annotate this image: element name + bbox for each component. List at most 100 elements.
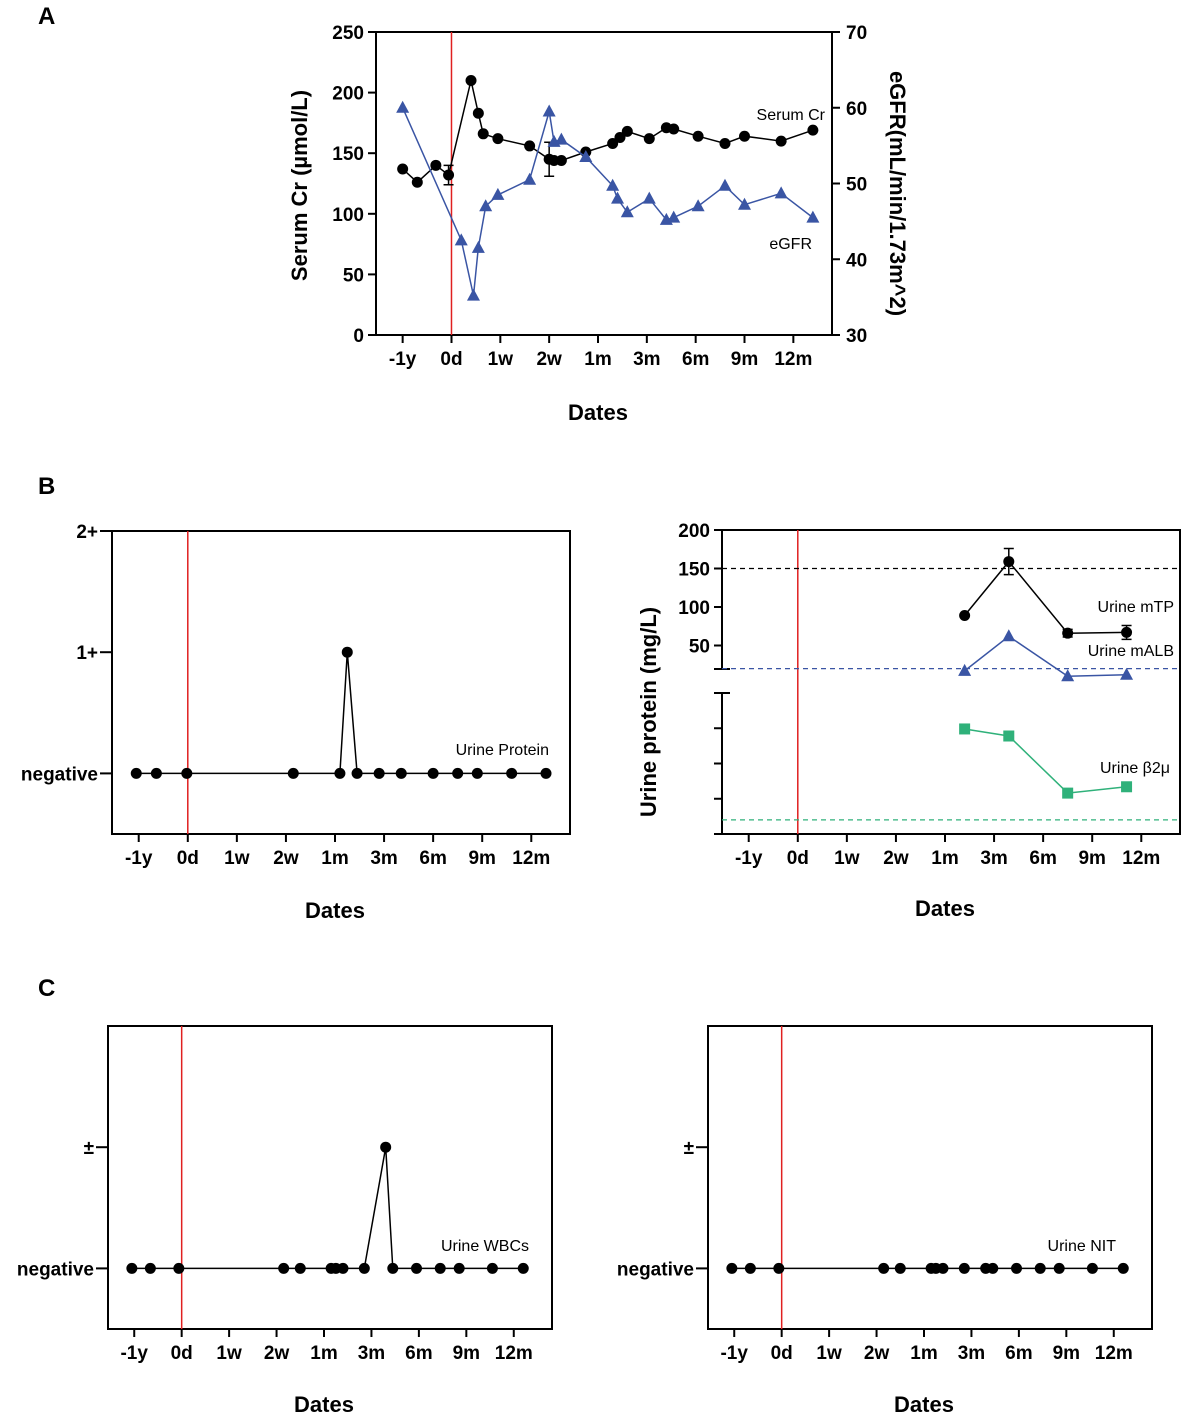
plot-frame xyxy=(721,529,1181,835)
data-point xyxy=(380,1141,392,1153)
data-point xyxy=(287,767,299,779)
y2-tick-label: 60 xyxy=(846,99,867,120)
series-line xyxy=(402,107,814,296)
data-point xyxy=(443,169,455,181)
data-point xyxy=(173,1262,185,1274)
x-tick-label: 12m xyxy=(774,349,812,370)
x-tick-label: 0d xyxy=(771,1343,793,1364)
x-tick-label: 0d xyxy=(787,848,809,869)
x-tick-label: 6m xyxy=(1005,1343,1032,1364)
plot-frame xyxy=(111,530,571,835)
data-point xyxy=(959,609,971,621)
data-point xyxy=(523,172,537,185)
x-tick-label: 1w xyxy=(488,349,514,370)
data-point xyxy=(579,149,593,162)
y-tick-label: ± xyxy=(684,1138,694,1159)
x-tick-label: 9m xyxy=(731,349,758,370)
data-point xyxy=(466,288,480,301)
x-tick-label: 12m xyxy=(495,1343,533,1364)
series-label-urine-mtp: Urine mTP xyxy=(1098,599,1174,616)
data-point xyxy=(278,1262,290,1274)
y-tick-label: 150 xyxy=(332,144,364,165)
data-point xyxy=(387,1262,399,1274)
y-tick-label: negative xyxy=(21,764,98,785)
data-point xyxy=(453,1262,465,1274)
series-label-egfr: eGFR xyxy=(769,236,812,253)
data-point xyxy=(1120,667,1134,680)
y-tick-label: 100 xyxy=(332,205,364,226)
data-point xyxy=(1003,730,1015,742)
chart-urine-protein-qualitative: negative 1+ 2+ -1y 0d 1w 2w 1m 3m 6m 9m 12m Dates Uri… xyxy=(21,522,571,923)
x-axis-title: Dates xyxy=(915,896,975,921)
data-point xyxy=(144,1262,156,1274)
panel-label-b: B xyxy=(38,473,55,500)
x-tick-label: 0d xyxy=(171,1343,193,1364)
data-point xyxy=(1062,627,1074,639)
chart-urine-protein-quantitative: 50 100 150 200 Urine protein (mg/L) -1y 0d 1w 2w… xyxy=(636,521,1181,921)
data-point xyxy=(719,138,731,150)
x-tick-label: 12m xyxy=(1122,848,1160,869)
data-point xyxy=(668,123,680,135)
series-egfr xyxy=(396,100,820,301)
data-point xyxy=(294,1262,306,1274)
data-point xyxy=(1061,669,1075,682)
data-point xyxy=(411,1262,423,1274)
x-tick-label: 1w xyxy=(834,848,860,869)
y2-tick-label: 70 xyxy=(846,23,867,44)
y2-axis-title: eGFR(mL/min/1.73m^2) xyxy=(885,71,910,316)
y-tick-label: 0 xyxy=(353,326,364,347)
x-tick-label: 1m xyxy=(310,1343,337,1364)
data-point xyxy=(341,646,353,658)
data-point xyxy=(692,130,704,142)
data-point xyxy=(738,197,752,210)
data-point xyxy=(894,1262,906,1274)
x-tick-label: 9m xyxy=(1053,1343,1080,1364)
series-line xyxy=(964,728,1127,794)
data-point xyxy=(958,1262,970,1274)
data-point xyxy=(667,210,681,223)
x-tick-label: 1m xyxy=(931,848,958,869)
series-line xyxy=(131,1147,524,1270)
y-tick-label: 200 xyxy=(332,84,364,105)
data-point xyxy=(1121,626,1133,638)
data-point xyxy=(554,132,568,145)
data-point xyxy=(1002,629,1016,642)
data-point xyxy=(126,1262,138,1274)
data-point xyxy=(477,128,489,140)
data-point xyxy=(1121,781,1133,793)
data-point xyxy=(773,1262,785,1274)
data-point xyxy=(1034,1262,1046,1274)
data-point xyxy=(542,104,556,117)
data-point xyxy=(427,767,439,779)
x-tick-label: 3m xyxy=(633,349,660,370)
x-tick-label: 2w xyxy=(883,848,909,869)
x-tick-label: 6m xyxy=(419,848,446,869)
data-point xyxy=(334,767,346,779)
data-point xyxy=(643,133,655,145)
data-point xyxy=(397,163,409,175)
x-tick-label: 2w xyxy=(536,349,562,370)
panel-label-a: A xyxy=(38,3,55,30)
x-tick-label: 2w xyxy=(264,1343,290,1364)
data-point xyxy=(691,199,705,212)
data-point xyxy=(1062,787,1074,799)
series-label-urine-malb: Urine mALB xyxy=(1088,643,1174,660)
data-point xyxy=(524,140,536,152)
data-point xyxy=(642,191,656,204)
data-point xyxy=(454,233,468,246)
data-point xyxy=(1011,1262,1023,1274)
x-tick-label: -1y xyxy=(389,349,417,370)
data-point xyxy=(373,767,385,779)
x-tick-label: 6m xyxy=(682,349,709,370)
data-point xyxy=(395,767,407,779)
x-tick-label: 2w xyxy=(864,1343,890,1364)
data-point xyxy=(434,1262,446,1274)
y-tick-label: 1+ xyxy=(76,643,98,664)
x-tick-label: 1w xyxy=(224,848,250,869)
x-tick-label: 9m xyxy=(1078,848,1105,869)
data-point xyxy=(396,100,410,113)
data-point xyxy=(739,130,751,142)
data-point xyxy=(471,240,485,253)
data-point xyxy=(726,1262,738,1274)
series-label-serum-cr: Serum Cr xyxy=(757,107,826,124)
